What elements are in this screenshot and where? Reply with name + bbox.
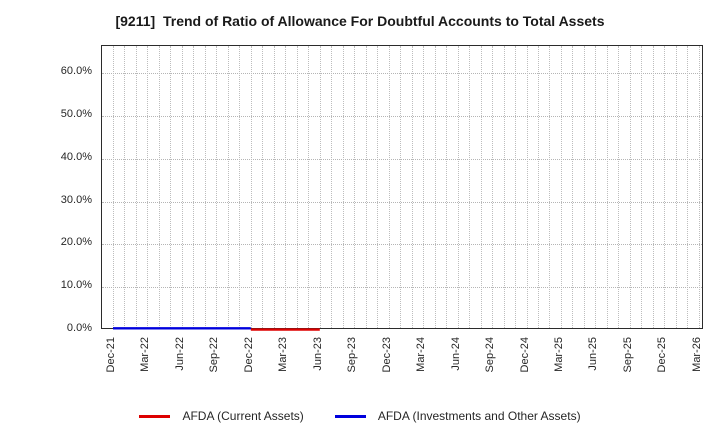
v-gridline [354,46,356,328]
x-axis-tick-label: Mar-24 [415,337,428,372]
x-axis-tick-label: Dec-25 [656,337,669,373]
v-gridline [583,46,585,328]
v-gridline [308,46,310,328]
v-gridline [296,46,298,328]
x-axis-tick-label: Mar-25 [552,337,565,372]
v-gridline [549,46,551,328]
y-axis-tick-label: 20.0% [60,236,92,249]
v-gridline [618,46,620,328]
h-gridline [102,244,702,246]
v-gridline [572,46,574,328]
x-axis-tick-label: Jun-24 [449,337,462,371]
v-gridline [446,46,448,328]
v-gridline [641,46,643,328]
v-gridline [664,46,666,328]
v-gridline [216,46,218,328]
y-axis-tick-label: 30.0% [60,193,92,206]
v-gridline [423,46,425,328]
v-gridline [124,46,126,328]
v-gridline [250,46,252,328]
v-gridline [400,46,402,328]
v-gridline [492,46,494,328]
series-lines [113,327,320,331]
v-gridline [675,46,677,328]
v-gridline [434,46,436,328]
v-gridline [503,46,505,328]
x-axis-tick-label: Sep-22 [208,337,221,373]
v-gridline [135,46,137,328]
v-gridline [480,46,482,328]
legend-line-swatch-blue [334,414,366,418]
x-axis-tick-label: Dec-21 [105,337,117,373]
chart-title: [9211] Trend of Ratio of Allowance For D… [115,13,605,29]
v-gridline [652,46,654,328]
v-gridline [262,46,264,328]
v-gridline [698,46,700,328]
x-axis-tick-label: Sep-23 [346,337,359,373]
x-axis-tick-label: Jun-25 [587,337,600,371]
v-gridline [365,46,367,328]
v-gridline [113,46,114,328]
v-gridline [469,46,471,328]
x-axis-tick-label: Sep-25 [621,337,634,373]
v-gridline [239,46,241,328]
v-gridline [193,46,195,328]
v-gridline [170,46,172,328]
v-gridline [273,46,275,328]
legend-item-current-assets: AFDA (Current Assets) [139,409,304,423]
v-gridline [388,46,390,328]
v-gridline [377,46,379,328]
v-gridline [595,46,597,328]
v-gridline [687,46,689,328]
y-axis-tick-label: 60.0% [60,65,92,78]
h-gridline [102,201,702,203]
v-gridline [181,46,183,328]
x-axis-tick-label: Mar-23 [277,337,290,372]
legend-label: AFDA (Investments and Other Assets) [377,409,581,423]
v-gridline [342,46,344,328]
v-gridline [331,46,333,328]
y-axis-tick-label: 50.0% [60,108,92,121]
plot-area [101,45,703,331]
x-axis-tick-label: Sep-24 [484,337,497,373]
v-gridline [319,46,321,328]
v-gridline [537,46,539,328]
x-axis-tick-label: Mar-26 [690,337,703,372]
v-gridline [560,46,562,328]
x-axis-tick-label: Dec-24 [518,337,531,373]
x-axis-tick-label: Jun-22 [173,337,186,371]
legend-label: AFDA (Current Assets) [182,409,304,423]
y-axis-tick-label: 0.0% [66,322,92,334]
v-gridline [147,46,149,328]
x-axis-tick-label: Mar-22 [139,337,152,372]
x-axis-tick-label: Dec-22 [242,337,255,373]
v-gridline [457,46,459,328]
v-gridline [204,46,206,328]
legend-item-investments: AFDA (Investments and Other Assets) [334,409,581,423]
v-gridline [158,46,160,328]
x-axis-tick-label: Dec-23 [380,337,393,373]
h-gridline [102,287,702,289]
v-gridline [515,46,517,328]
y-axis-tick-label: 10.0% [60,279,92,292]
y-axis-tick-label: 40.0% [60,150,92,163]
v-gridline [526,46,528,328]
legend-line-swatch-red [139,414,171,418]
h-gridline [102,73,702,75]
h-gridline [102,158,702,160]
v-gridline [606,46,608,328]
v-gridline [629,46,631,328]
h-gridline [102,116,702,118]
v-gridline [227,46,229,328]
v-gridline [285,46,287,328]
v-gridline [411,46,413,328]
x-axis-tick-label: Jun-23 [311,337,324,371]
legend: AFDA (Current Assets) AFDA (Investments … [0,404,720,428]
